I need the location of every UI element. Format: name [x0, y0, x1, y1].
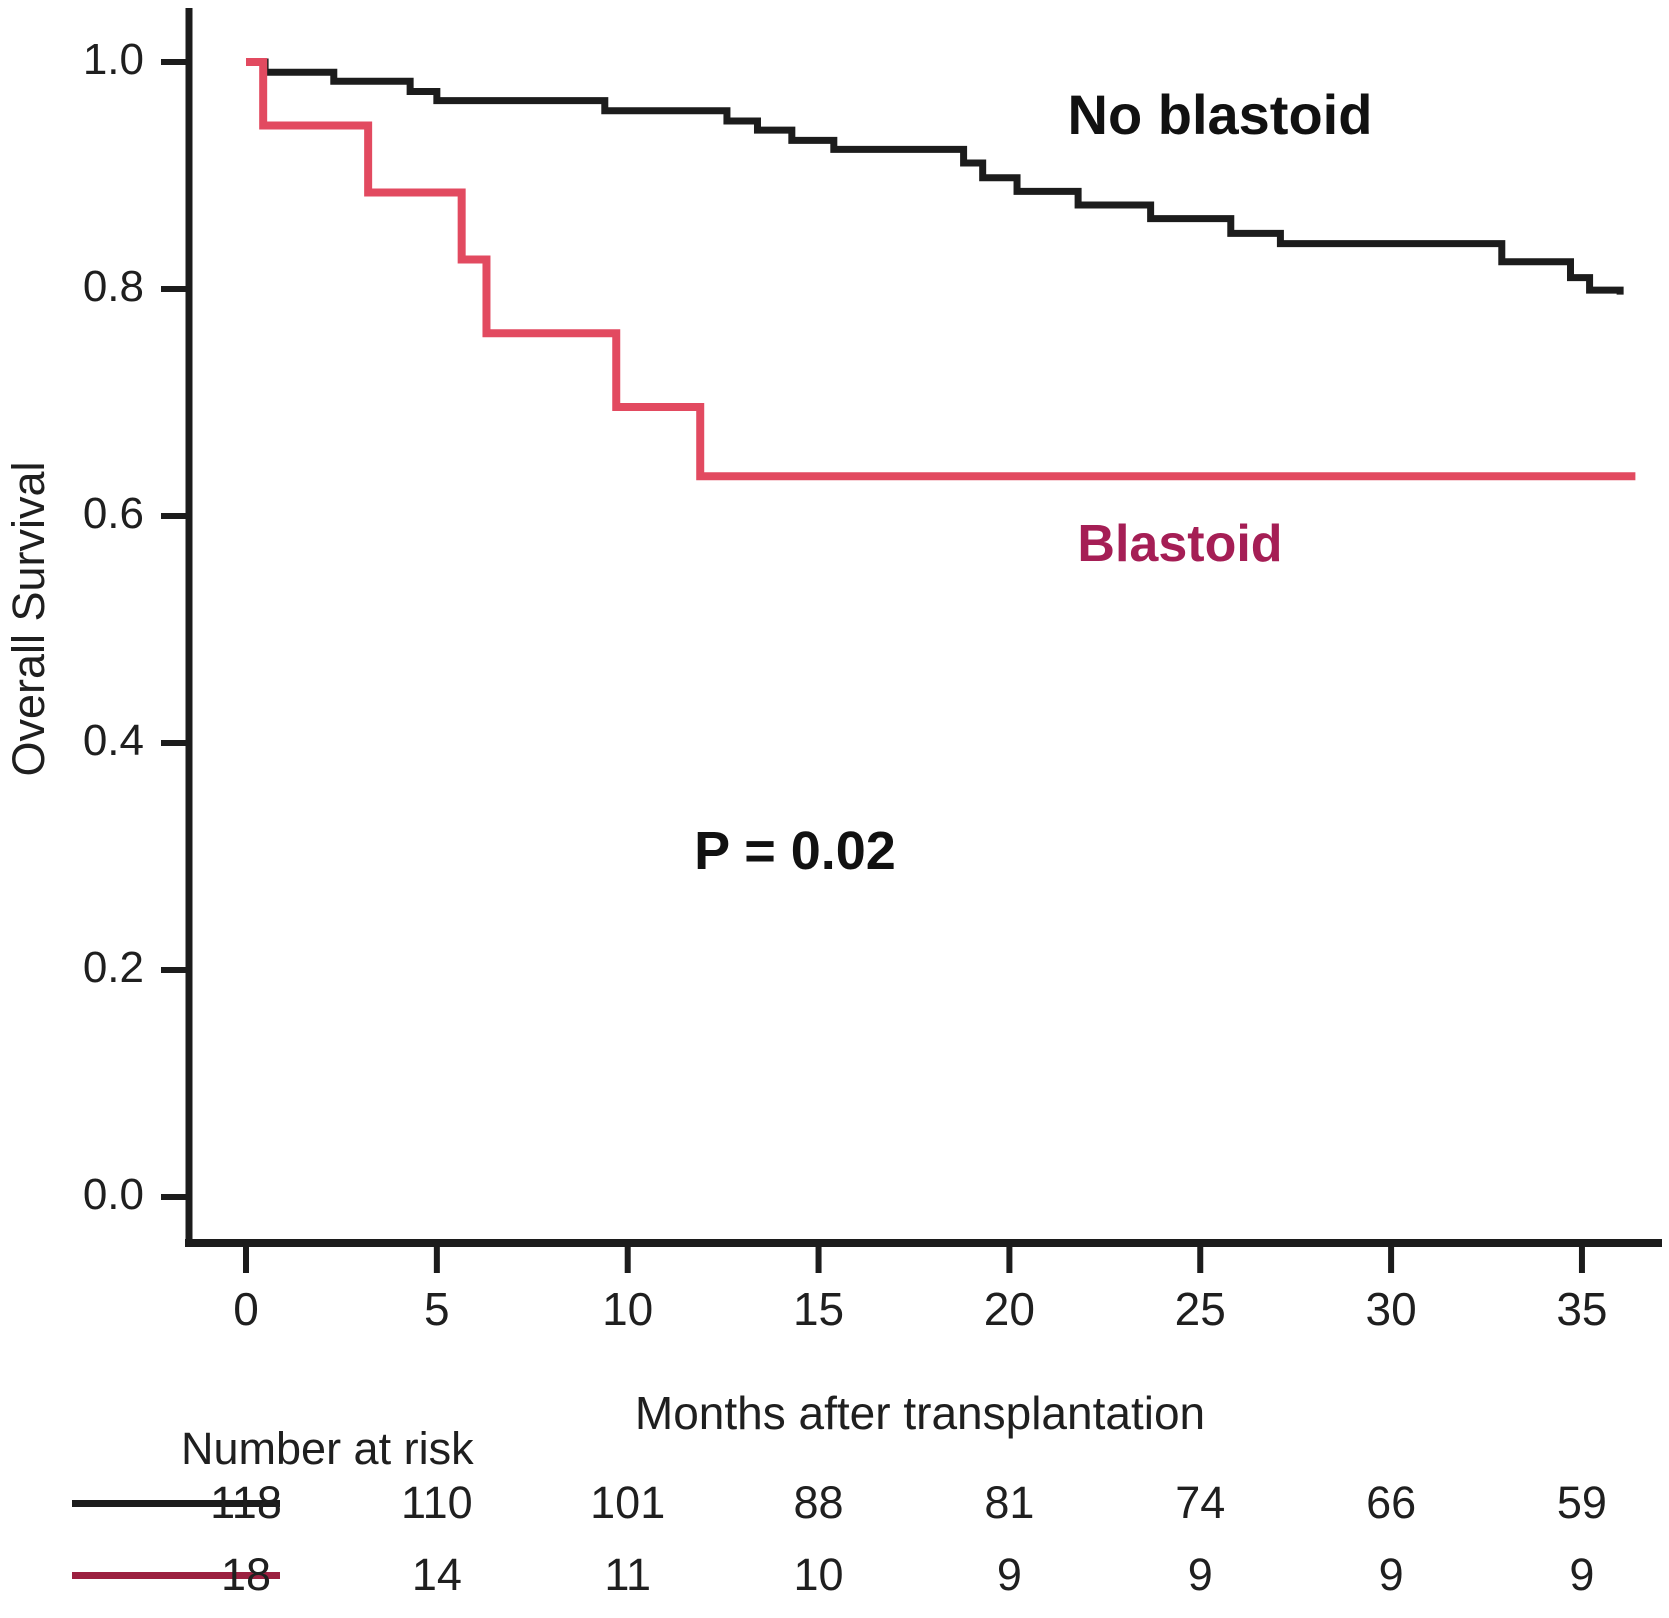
x-tick-label: 25: [1174, 1283, 1226, 1335]
risk-count: 88: [793, 1477, 844, 1528]
x-tick-label: 0: [233, 1283, 259, 1335]
risk-count: 10: [793, 1549, 844, 1600]
risk-count: 66: [1366, 1477, 1417, 1528]
y-tick-label: 0.0: [82, 1170, 144, 1219]
risk-count: 9: [996, 1549, 1022, 1600]
x-tick-label: 10: [602, 1283, 654, 1335]
risk-count: 9: [1187, 1549, 1213, 1600]
y-tick-label: 0.8: [82, 262, 144, 311]
risk-count: 81: [984, 1477, 1035, 1528]
y-tick-label: 0.6: [82, 489, 144, 538]
survival-curve-no-blastoid: [246, 58, 1624, 295]
x-tick-label: 15: [792, 1283, 845, 1335]
risk-count: 14: [411, 1549, 462, 1600]
risk-count: 101: [590, 1477, 666, 1528]
x-tick-label: 5: [424, 1283, 450, 1335]
survival-curve-blastoid: [246, 58, 1636, 481]
risk-row-swatch-blastoid: [72, 1572, 280, 1579]
x-tick-label: 30: [1365, 1283, 1417, 1335]
x-tick-label: 20: [983, 1283, 1035, 1335]
y-tick-label: 1.0: [82, 35, 144, 84]
risk-count: 9: [1569, 1549, 1595, 1600]
risk-count: 110: [400, 1477, 473, 1528]
y-tick-label: 0.4: [82, 716, 144, 765]
risk-count: 118: [210, 1477, 282, 1528]
risk-count: 9: [1378, 1549, 1404, 1600]
x-axis-title: Months after transplantation: [634, 1387, 1206, 1439]
risk-count: 18: [220, 1549, 272, 1600]
series-label-no-blastoid: No blastoid: [1067, 83, 1373, 146]
x-tick-label: 35: [1556, 1283, 1608, 1335]
p-value-annotation: P = 0.02: [694, 821, 896, 881]
risk-row-swatch-no-blastoid: [72, 1500, 280, 1507]
series-label-blastoid: Blastoid: [1077, 515, 1283, 573]
risk-count: 74: [1175, 1477, 1226, 1528]
risk-count: 59: [1556, 1477, 1607, 1528]
risk-table-title: Number at risk: [181, 1423, 474, 1474]
y-tick-label: 0.2: [82, 943, 144, 992]
risk-count: 11: [604, 1549, 652, 1600]
